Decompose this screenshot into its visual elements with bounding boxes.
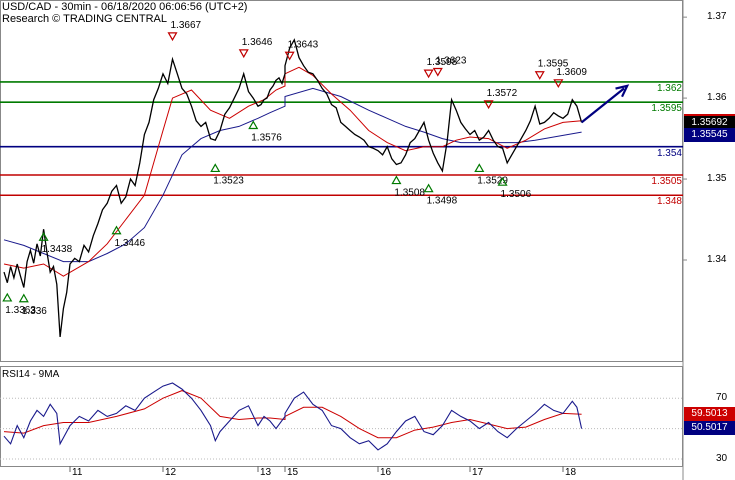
trough-label: 1.3446 — [115, 238, 146, 249]
peak-marker — [483, 100, 494, 110]
price-line — [3, 38, 583, 337]
x-axis-tick: 18 — [565, 467, 577, 478]
support-2-label: 1.348 — [656, 196, 682, 208]
peak-label: 1.3598 — [427, 57, 458, 68]
price-tag: 1.35692 — [684, 116, 735, 131]
trough-marker — [391, 175, 402, 185]
rsi-ma-line — [3, 390, 582, 439]
trough-label: 1.3498 — [427, 196, 458, 207]
price-axis-tick: 1.35 — [707, 173, 727, 185]
trough-marker — [2, 292, 13, 302]
rsi-axis-tick: 30 — [716, 452, 728, 464]
peak-marker — [534, 71, 545, 80]
trough-label: 1.3363 — [5, 305, 36, 316]
trough-label: 1.3508 — [394, 188, 425, 199]
peak-marker — [238, 49, 249, 59]
ma-slow-line — [3, 87, 582, 263]
price-axis-tick: 1.37 — [707, 11, 727, 23]
trough-label: 1.336 — [22, 306, 47, 317]
pivot-label: 1.354 — [656, 147, 682, 159]
x-axis-tick: 13 — [260, 467, 272, 478]
x-axis-tick: 12 — [165, 467, 177, 478]
peak-marker — [553, 79, 564, 89]
chart-source: Research © TRADING CENTRAL — [2, 13, 167, 25]
x-axis-ticks — [69, 16, 687, 472]
resistance-2-label: 1.362 — [656, 82, 682, 94]
trough-marker — [210, 163, 221, 173]
x-axis-tick: 11 — [72, 467, 83, 478]
forecast-arrow-head — [615, 84, 630, 98]
peak-label: 1.3595 — [538, 59, 569, 70]
peak-label: 1.3572 — [487, 88, 518, 99]
rsi-tag: 59.5013 — [684, 407, 735, 422]
support-1-label: 1.3505 — [651, 176, 682, 187]
rsi-tag: 50.5017 — [684, 420, 735, 435]
trough-label: 1.3576 — [251, 133, 282, 144]
peak-label: 1.3643 — [288, 39, 319, 50]
price-panel-frame — [0, 0, 683, 362]
x-axis-tick: 15 — [287, 467, 299, 478]
trough-marker — [497, 176, 508, 186]
trough-label: 1.3438 — [42, 244, 73, 255]
trough-label: 1.3506 — [501, 189, 532, 200]
peak-marker — [284, 51, 295, 61]
price-axis-tick: 1.34 — [707, 254, 727, 265]
x-axis-tick: 17 — [472, 467, 484, 478]
peak-label: 1.3667 — [171, 20, 202, 31]
forecast-arrow-shaft — [580, 87, 625, 124]
chart-title: USD/CAD - 30min - 06/18/2020 06:06:56 (U… — [2, 1, 248, 13]
peak-marker — [167, 32, 178, 42]
peak-marker — [432, 67, 443, 77]
x-axis-tick: 16 — [380, 467, 392, 478]
trough-marker — [474, 163, 485, 173]
peak-label: 1.3609 — [556, 67, 587, 78]
price-series — [3, 38, 583, 337]
trough-label: 1.3523 — [213, 175, 244, 186]
peak-label: 1.3623 — [436, 55, 467, 66]
trough-marker — [111, 225, 122, 235]
rsi-line — [3, 382, 583, 451]
peak-label: 1.3646 — [242, 37, 273, 48]
rsi-series — [0, 382, 683, 460]
forecast-arrow — [580, 84, 630, 124]
resistance-1-label: 1.3595 — [651, 103, 682, 115]
rsi-axis-tick: 70 — [716, 392, 728, 404]
trough-marker — [423, 183, 434, 193]
trough-label: 1.3529 — [477, 175, 508, 186]
price-axis-tick: 1.36 — [707, 92, 727, 104]
rsi-title: RSI14 - 9MA — [2, 369, 60, 380]
trough-marker — [248, 120, 259, 130]
price-tag: 1.35545 — [684, 127, 735, 142]
trough-marker — [38, 232, 49, 241]
trough-marker — [18, 293, 29, 303]
peak-marker — [423, 69, 434, 79]
